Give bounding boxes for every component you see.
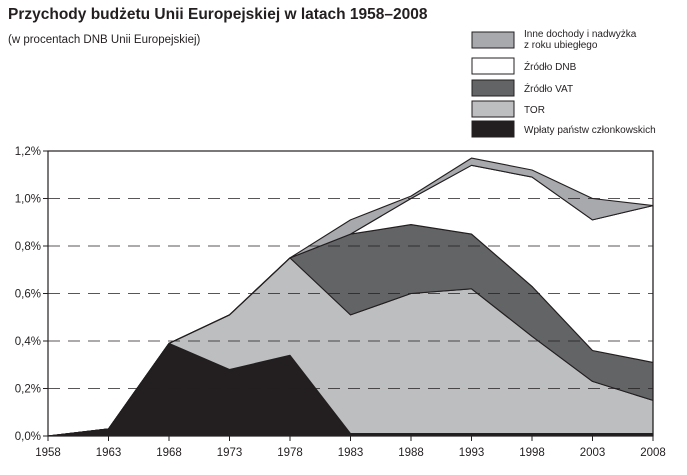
- legend-swatch: [471, 100, 515, 118]
- y-tick-label: 0,6%: [15, 289, 41, 301]
- legend-label: Źródło DNB: [524, 60, 577, 73]
- legend-swatch: [471, 31, 515, 49]
- x-tick-label: 1993: [459, 447, 485, 459]
- x-tick-label: 1973: [217, 447, 243, 459]
- legend-label: Wpłaty państw członkowskich: [524, 125, 656, 136]
- legend-swatch: [471, 57, 515, 75]
- y-axis-ticks: 0,0% 0,2% 0,4% 0,6% 0,8% 1,0% 1,2%: [15, 146, 48, 443]
- legend-label: Źródło VAT: [524, 82, 573, 95]
- x-tick-label: 1978: [277, 447, 303, 459]
- y-tick-label: 0,4%: [15, 336, 41, 348]
- x-tick-label: 1998: [519, 447, 545, 459]
- x-tick-label: 1958: [35, 447, 61, 459]
- x-tick-label: 2003: [580, 447, 606, 459]
- chart-subtitle: (w procentach DNB Unii Europejskiej): [8, 34, 201, 46]
- y-tick-label: 0,2%: [15, 384, 41, 396]
- x-axis-ticks: 1958 1963 1968 1973 1978 1983 1988 1993 1998 2003…: [35, 436, 666, 459]
- legend-swatch: [471, 79, 515, 97]
- x-tick-label: 1988: [398, 447, 424, 459]
- y-tick-label: 0,0%: [15, 431, 41, 443]
- y-tick-label: 1,2%: [15, 146, 41, 158]
- gridlines: [48, 198, 653, 389]
- legend-label: TOR: [524, 105, 545, 116]
- x-tick-label: 1983: [338, 447, 364, 459]
- legend-label: Inne dochody i nadwyżka: [524, 29, 637, 40]
- x-tick-label: 1963: [96, 447, 122, 459]
- x-tick-label: 2008: [640, 447, 666, 459]
- chart-title: Przychody budżetu Unii Europejskiej w la…: [8, 6, 428, 23]
- legend-label: z roku ubiegłego: [524, 40, 598, 51]
- y-tick-label: 0,8%: [15, 241, 41, 253]
- area-layers: [47, 157, 654, 437]
- y-tick-label: 1,0%: [15, 194, 41, 206]
- legend-swatch: [471, 120, 515, 138]
- x-tick-label: 1968: [156, 447, 182, 459]
